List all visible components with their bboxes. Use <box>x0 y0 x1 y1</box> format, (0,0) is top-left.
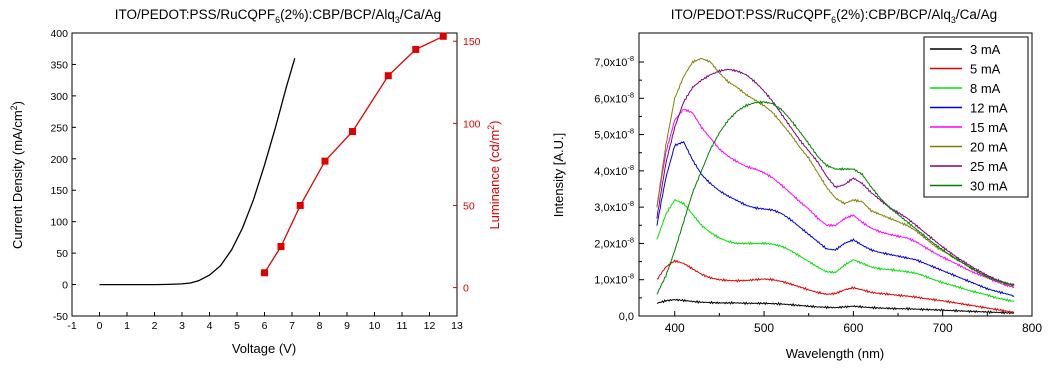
y2-axis-ticks: 0 50 100 150 <box>453 36 481 295</box>
luminance-point <box>439 32 447 40</box>
x-tick-label: 12 <box>424 320 436 332</box>
y-tick-label: 350 <box>50 59 68 71</box>
plot-series <box>656 57 1015 315</box>
luminance-line <box>263 35 444 274</box>
y-tick-label: 200 <box>50 154 68 166</box>
x-axis-label: Wavelength (nm) <box>786 346 885 361</box>
y-axis-label: Current Density (mA/cm2) <box>9 101 25 249</box>
legend-label: 5 mA <box>970 62 1001 77</box>
luminance-point <box>349 128 356 136</box>
y-tick-label: 4,0x10-8 <box>594 163 634 178</box>
legend-label: 15 mA <box>970 120 1008 135</box>
x-tick-label: 6 <box>262 320 268 332</box>
legend-label: 3 mA <box>970 42 1001 57</box>
y-tick-label: 100 <box>50 217 68 229</box>
spectrum-line <box>656 68 1015 287</box>
y-tick-label: 400 <box>50 28 68 40</box>
y2-tick-label: 100 <box>463 118 481 130</box>
spectrum-line <box>656 199 1015 303</box>
x-tick-label: 10 <box>369 320 381 332</box>
x-tick-label: 13 <box>451 320 463 332</box>
spectrum-line <box>656 100 1015 295</box>
y-axis-ticks: 0,0 1,0x10-8 2,0x10-8 3,0x10-8 4,0x10-8 5,0x1… <box>594 54 644 323</box>
y-tick-label: 0,0 <box>619 311 634 323</box>
x-axis-ticks: 400 500 600 700 800 <box>665 311 1042 335</box>
x-tick-label: 800 <box>1022 321 1042 335</box>
el-spectra-chart: ITO/PEDOT:PSS/RuCQPF6(2%):CBP/BCP/Alq3/C… <box>551 7 1042 361</box>
legend-label: 30 mA <box>970 179 1008 194</box>
legend: 3 mA 5 mA 8 mA 12 mA 15 mA 20 mA 25 mA 30 mA <box>923 36 1029 198</box>
spectrum-line <box>656 298 1015 315</box>
luminance-point <box>412 45 420 53</box>
plot-series <box>99 32 447 286</box>
y2-axis-label: Luminance (cd/m2) <box>486 120 502 229</box>
x-tick-label: 0 <box>97 320 103 332</box>
y-tick-label: 300 <box>50 91 68 103</box>
x-tick-label: 600 <box>843 321 863 335</box>
chart-title: ITO/PEDOT:PSS/RuCQPF6(2%):CBP/BCP/Alq3/C… <box>671 7 997 25</box>
x-tick-label: 8 <box>317 320 323 332</box>
y-axis-label: Intensity [A.U.] <box>551 133 566 218</box>
chart-title: ITO/PEDOT:PSS/RuCQPF6(2%):CBP/BCP/Alq3/C… <box>115 7 441 25</box>
x-tick-label: 7 <box>289 320 295 332</box>
legend-label: 25 mA <box>970 159 1008 174</box>
y-tick-label: 250 <box>50 122 68 134</box>
y-tick-label: 5,0x10-8 <box>594 127 634 142</box>
y-tick-label: -50 <box>53 311 68 323</box>
luminance-point <box>321 157 329 165</box>
y2-tick-label: 150 <box>463 36 481 48</box>
y2-tick-label: 50 <box>463 200 475 212</box>
x-tick-label: 11 <box>397 320 408 332</box>
x-tick-label: 2 <box>152 320 158 332</box>
current-density-line <box>99 58 296 286</box>
legend-label: 12 mA <box>970 101 1008 116</box>
y2-tick-label: 0 <box>463 283 469 295</box>
x-axis-label: Voltage (V) <box>232 341 296 356</box>
luminance-point <box>296 201 304 209</box>
x-tick-label: 3 <box>179 320 185 332</box>
legend-box <box>923 36 1029 198</box>
x-tick-label: 1 <box>124 320 130 332</box>
luminance-point <box>277 243 285 251</box>
y-tick-label: 150 <box>50 185 68 197</box>
y-tick-label: 6,0x10-8 <box>594 90 634 105</box>
plot-frame <box>638 32 1033 317</box>
legend-label: 8 mA <box>970 81 1001 96</box>
y-tick-label: 0 <box>62 280 68 292</box>
legend-label: 20 mA <box>970 140 1008 155</box>
x-axis-ticks: -1 0 1 2 3 4 5 6 7 8 9 10 11 12 13 <box>67 312 463 332</box>
luminance-point <box>261 269 268 277</box>
spectrum-line <box>656 140 1015 297</box>
y-tick-label: 2,0x10-8 <box>594 235 634 250</box>
spectrum-line <box>656 259 1015 314</box>
x-tick-label: 5 <box>234 320 240 332</box>
y-axis-ticks: -50 0 50 100 150 200 250 300 350 400 <box>50 28 76 323</box>
y-tick-label: 3,0x10-8 <box>594 199 634 214</box>
x-tick-label: 500 <box>754 321 774 335</box>
y-tick-label: 50 <box>56 248 68 260</box>
x-tick-label: 400 <box>665 321 685 335</box>
x-tick-label: 4 <box>207 320 213 332</box>
y-tick-label: 1,0x10-8 <box>594 272 634 287</box>
x-tick-label: 9 <box>344 320 350 332</box>
x-tick-label: 700 <box>933 321 953 335</box>
luminance-point <box>384 72 392 80</box>
spectrum-line <box>656 108 1015 289</box>
y-tick-label: 7,0x10-8 <box>594 54 634 69</box>
iv-luminance-chart: ITO/PEDOT:PSS/RuCQPF6(2%):CBP/BCP/Alq3/C… <box>9 7 502 356</box>
x-tick-label: -1 <box>67 320 76 332</box>
